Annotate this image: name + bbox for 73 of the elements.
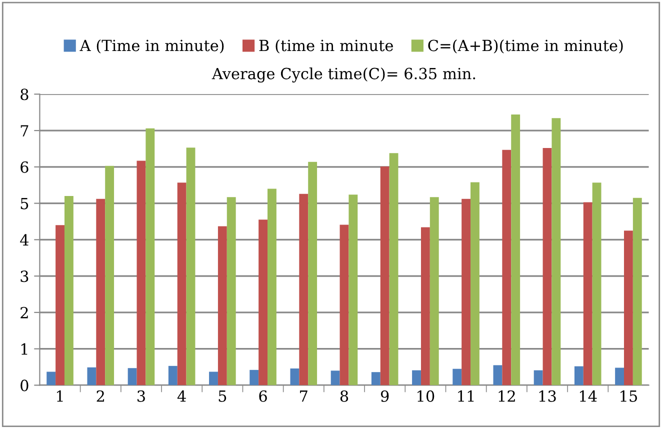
bar (168, 366, 178, 386)
bar (348, 194, 358, 386)
x-tick-label: 12 (498, 390, 515, 402)
x-tick-label: 10 (418, 390, 434, 402)
bar (542, 148, 552, 386)
bar (258, 220, 268, 386)
legend-label: B (time in minute (259, 39, 393, 54)
bar (592, 182, 602, 386)
bar (209, 372, 218, 386)
bar (64, 196, 74, 386)
bar (96, 198, 106, 386)
x-tick-label: 9 (380, 390, 389, 402)
y-tick-label: 6 (20, 161, 28, 173)
bar (218, 226, 227, 386)
y-tick-label: 2 (20, 306, 28, 318)
y-tick-label: 5 (20, 198, 28, 210)
bar (389, 153, 398, 386)
x-tick-label: 11 (458, 390, 474, 402)
bar (290, 368, 300, 386)
bar (146, 128, 155, 386)
x-tick-label: 15 (620, 390, 637, 402)
bar (534, 370, 543, 386)
bar (186, 148, 196, 386)
bar (632, 198, 642, 386)
x-tick-label: 3 (138, 390, 145, 402)
y-tick-label: 3 (20, 270, 28, 282)
x-tick-label: 14 (580, 390, 597, 402)
x-tick-label: 5 (218, 390, 226, 402)
bar (452, 368, 462, 386)
bar (574, 366, 584, 386)
bar (268, 188, 276, 386)
bar (615, 368, 624, 386)
bar (552, 118, 561, 386)
bar (371, 372, 380, 386)
bar (340, 224, 349, 386)
x-tick-label: 7 (300, 390, 308, 402)
y-tick-label: 8 (20, 88, 28, 100)
x-tick-label: 1 (57, 390, 63, 402)
y-tick-label: 1 (21, 343, 28, 355)
bar (420, 227, 430, 386)
bar (226, 197, 236, 386)
bar (430, 197, 439, 386)
bar (250, 370, 259, 386)
y-tick-label: 7 (20, 125, 28, 136)
bar (46, 372, 56, 386)
bar (177, 182, 186, 386)
bar (511, 114, 520, 386)
bar (128, 368, 137, 386)
bar (493, 365, 502, 386)
x-tick-label: 2 (96, 390, 104, 402)
y-tick-label: 4 (20, 234, 29, 246)
bar (502, 150, 512, 386)
bar (105, 166, 114, 386)
bar (308, 162, 318, 386)
bar (583, 202, 592, 386)
bar (470, 182, 480, 386)
legend-label: C=(A+B)(time in minute) (428, 39, 623, 54)
bar (87, 367, 96, 386)
bar (299, 194, 308, 386)
bar (136, 160, 146, 386)
x-tick-label: 4 (177, 390, 186, 402)
bar (462, 198, 471, 386)
y-tick-label: 0 (20, 380, 28, 392)
bar (330, 370, 340, 386)
bar (56, 225, 64, 386)
bar (624, 230, 633, 386)
x-tick-label: 8 (340, 390, 348, 402)
bar (412, 370, 421, 386)
x-tick-label: 13 (539, 390, 556, 402)
x-tick-label: 6 (259, 390, 267, 402)
text: Average Cycle time(C)= 6.35 min. (212, 68, 476, 83)
legend-label: A (Time in minute) (80, 39, 224, 54)
bar (380, 166, 390, 386)
